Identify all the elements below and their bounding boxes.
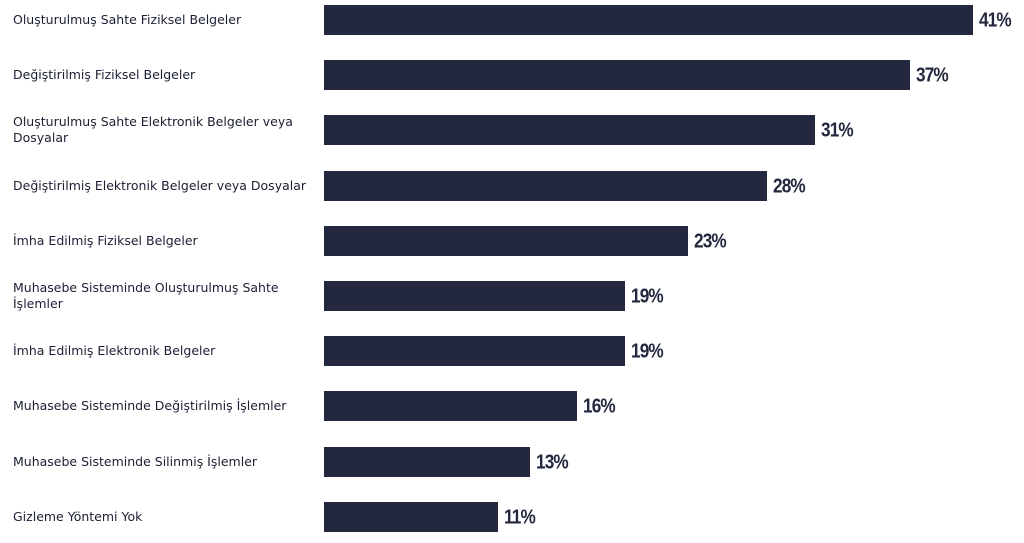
bar <box>324 281 625 311</box>
value-label: 37% <box>915 64 949 87</box>
value-label: 19% <box>630 340 664 363</box>
value-label: 16% <box>583 395 616 418</box>
bar <box>324 170 768 201</box>
category-label: İmha Edilmiş Elektronik Belgeler <box>13 343 216 359</box>
bar <box>324 5 973 35</box>
bar <box>324 446 530 477</box>
category-label: Muhasebe Sisteminde Değiştirilmiş İşleml… <box>13 398 287 414</box>
value-label: 28% <box>773 175 806 198</box>
value-label: 11% <box>504 506 536 529</box>
value-label: 19% <box>630 285 664 308</box>
category-label: Değiştirilmiş Elektronik Belgeler veya D… <box>13 177 307 193</box>
value-label: 23% <box>694 230 727 253</box>
bar <box>324 115 815 146</box>
category-label: Muhasebe Sisteminde Silinmiş İşlemler <box>13 453 258 469</box>
category-label: Değiştirilmiş Fiziksel Belgeler <box>13 67 196 83</box>
bar <box>324 391 578 422</box>
category-label: Muhasebe Sisteminde Oluşturulmuş Sahte İ… <box>13 280 279 311</box>
bar <box>324 225 689 256</box>
value-label: 31% <box>820 119 854 142</box>
category-label: Oluşturulmuş Sahte Fiziksel Belgeler <box>13 12 242 27</box>
bar <box>324 501 499 532</box>
bar <box>324 336 625 367</box>
bar <box>324 60 910 91</box>
category-label: İmha Edilmiş Fiziksel Belgeler <box>13 232 198 248</box>
category-label: Oluşturulmuş Sahte Elektronik Belgeler v… <box>13 114 293 146</box>
category-label: Gizleme Yöntemi Yok <box>13 508 143 524</box>
value-label: 13% <box>535 451 569 474</box>
value-label: 41% <box>979 9 1012 32</box>
